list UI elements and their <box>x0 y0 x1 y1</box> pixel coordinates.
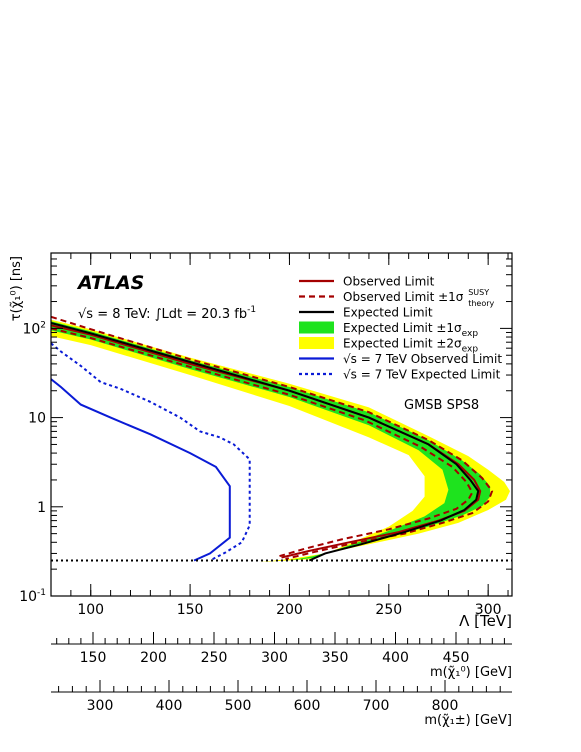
observed-limit-plus-1sigma-line <box>51 315 494 560</box>
secondary-tick-label: 300 <box>87 698 114 714</box>
x-tick-label: 150 <box>177 602 204 618</box>
legend-entry: √s = 7 TeV Observed Limit <box>299 352 502 366</box>
expected-7tev-line <box>51 342 251 562</box>
legend-entry: Expected Limit ±2σexp <box>299 337 478 355</box>
energy-lumi-label: √s = 8 TeV: ∫Ldt = 20.3 fb-1 <box>78 305 256 322</box>
legend-label: √s = 7 TeV Expected Limit <box>343 368 501 382</box>
y-tick-label: 102 <box>22 320 46 337</box>
x-tick-label: 300 <box>475 602 502 618</box>
secondary-tick-label: 350 <box>322 650 349 666</box>
secondary-tick-label: 250 <box>201 650 228 666</box>
observed-limit-minus-1sigma-line <box>51 327 474 558</box>
legend-label: Expected Limit ±1σexp <box>343 321 478 339</box>
legend-entry: Expected Limit <box>299 306 433 320</box>
model-label: GMSB SPS8 <box>404 398 479 413</box>
secondary-tick-label: 200 <box>140 650 167 666</box>
lumi-unit-exponent: -1 <box>247 305 256 315</box>
chargino-mass-axis: 300 400 500 600 700 800 <box>51 680 512 714</box>
expected-limit-line <box>51 322 480 562</box>
plot-frame <box>50 252 513 597</box>
legend-label: √s = 7 TeV Observed Limit <box>343 352 502 366</box>
x-tick-label: 250 <box>375 602 402 618</box>
legend-entry: Expected Limit ±1σexp <box>299 321 478 339</box>
y-tick-label: 10-1 <box>19 588 46 605</box>
legend-swatch <box>299 321 334 334</box>
secondary-tick-label: 450 <box>443 650 470 666</box>
secondary-tick-label: 400 <box>156 698 183 714</box>
neutralino-mass-label: m(χ̃₁⁰) [GeV] <box>430 665 512 680</box>
chargino-mass-label: m(χ̃₁±) [GeV] <box>424 713 512 728</box>
x-axis-label: Λ [TeV] <box>459 612 512 630</box>
legend-label: Expected Limit <box>343 306 433 320</box>
y-axis-label: τ(χ̃₁⁰) [ns] <box>9 256 24 321</box>
expected-limit-bands <box>51 319 510 563</box>
y-tick-label: 10 <box>28 411 46 427</box>
secondary-tick-label: 700 <box>363 698 390 714</box>
main-axes: 100 150 200 250 300 10-1 1 10 102 <box>19 252 512 618</box>
atlas-label: ATLAS <box>76 272 144 294</box>
x-tick-label: 100 <box>77 602 104 618</box>
neutralino-mass-axis: 150 200 250 300 350 400 450 <box>51 632 512 666</box>
secondary-tick-label: 400 <box>382 650 409 666</box>
legend-label: Observed Limit ±1σ SUSY theory <box>343 288 495 308</box>
legend-label: Expected Limit ±2σexp <box>343 337 478 355</box>
secondary-tick-label: 300 <box>261 650 288 666</box>
secondary-tick-label: 600 <box>294 698 321 714</box>
legend-entry: √s = 7 TeV Expected Limit <box>299 368 501 382</box>
secondary-tick-label: 150 <box>80 650 107 666</box>
secondary-tick-label: 800 <box>432 698 459 714</box>
legend-entry: Observed Limit <box>299 275 435 289</box>
secondary-tick-label: 500 <box>225 698 252 714</box>
limit-curves <box>51 315 512 562</box>
expected-1sigma-band <box>51 321 491 561</box>
legend-swatch <box>299 337 334 349</box>
legend-label: Observed Limit <box>343 275 435 289</box>
y-tick-label: 1 <box>37 500 46 516</box>
x-tick-label: 200 <box>276 602 303 618</box>
legend-entry: Observed Limit ±1σ SUSY theory <box>299 288 495 308</box>
observed-7tev-line <box>51 378 231 562</box>
energy-lumi-text: √s = 8 TeV: ∫Ldt = 20.3 fb <box>78 307 247 322</box>
